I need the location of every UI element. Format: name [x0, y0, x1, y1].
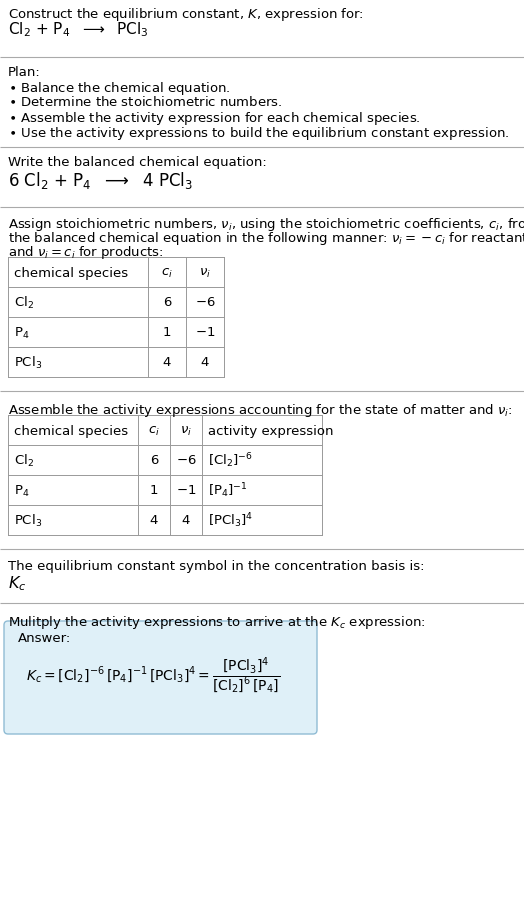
Text: Assign stoichiometric numbers, $\nu_i$, using the stoichiometric coefficients, $: Assign stoichiometric numbers, $\nu_i$, … [8, 216, 524, 233]
Text: $\mathrm{PCl_3}$: $\mathrm{PCl_3}$ [14, 512, 42, 529]
Text: $\mathrm{P_4}$: $\mathrm{P_4}$ [14, 483, 29, 498]
Text: $\bullet$ Use the activity expressions to build the equilibrium constant express: $\bullet$ Use the activity expressions t… [8, 124, 509, 142]
Text: $\bullet$ Determine the stoichiometric numbers.: $\bullet$ Determine the stoichiometric n… [8, 95, 282, 109]
Text: $-6$: $-6$ [195, 296, 215, 309]
Text: $-6$: $-6$ [176, 454, 196, 467]
Text: $c_i$: $c_i$ [161, 266, 173, 280]
Text: chemical species: chemical species [14, 424, 128, 437]
Text: the balanced chemical equation in the following manner: $\nu_i = -c_i$ for react: the balanced chemical equation in the fo… [8, 230, 524, 247]
Text: $[\mathrm{P_4}]^{-1}$: $[\mathrm{P_4}]^{-1}$ [208, 481, 248, 500]
Text: $\mathrm{P_4}$: $\mathrm{P_4}$ [14, 325, 29, 340]
Text: $c_i$: $c_i$ [148, 424, 160, 437]
Text: Assemble the activity expressions accounting for the state of matter and $\nu_i$: Assemble the activity expressions accoun… [8, 401, 512, 419]
Text: chemical species: chemical species [14, 266, 128, 280]
Text: Mulitply the activity expressions to arrive at the $K_c$ expression:: Mulitply the activity expressions to arr… [8, 613, 426, 630]
Text: $\bullet$ Assemble the activity expression for each chemical species.: $\bullet$ Assemble the activity expressi… [8, 110, 421, 127]
FancyBboxPatch shape [4, 621, 317, 734]
Text: 4: 4 [201, 356, 209, 369]
Text: $\mathrm{Cl_2}$: $\mathrm{Cl_2}$ [14, 453, 34, 468]
Text: The equilibrium constant symbol in the concentration basis is:: The equilibrium constant symbol in the c… [8, 559, 424, 573]
Text: 4: 4 [163, 356, 171, 369]
Text: $-1$: $-1$ [195, 327, 215, 339]
Text: $K_c$: $K_c$ [8, 574, 26, 592]
Text: $\mathrm{Cl_2}$ + $\mathrm{P_4}$  $\longrightarrow$  $\mathrm{PCl_3}$: $\mathrm{Cl_2}$ + $\mathrm{P_4}$ $\longr… [8, 20, 149, 39]
Text: $\bullet$ Balance the chemical equation.: $\bullet$ Balance the chemical equation. [8, 80, 231, 97]
Text: Plan:: Plan: [8, 66, 41, 78]
Text: Answer:: Answer: [18, 631, 71, 644]
Text: $\mathrm{Cl_2}$: $\mathrm{Cl_2}$ [14, 295, 34, 310]
Text: 4: 4 [150, 514, 158, 527]
Text: 6: 6 [163, 296, 171, 309]
Text: Write the balanced chemical equation:: Write the balanced chemical equation: [8, 156, 267, 169]
Text: $\mathrm{PCl_3}$: $\mathrm{PCl_3}$ [14, 354, 42, 371]
Text: 6 $\mathrm{Cl_2}$ + $\mathrm{P_4}$  $\longrightarrow$  4 $\mathrm{PCl_3}$: 6 $\mathrm{Cl_2}$ + $\mathrm{P_4}$ $\lon… [8, 170, 193, 191]
Text: $K_c = [\mathrm{Cl_2}]^{-6}\,[\mathrm{P_4}]^{-1}\,[\mathrm{PCl_3}]^{4} = \dfrac{: $K_c = [\mathrm{Cl_2}]^{-6}\,[\mathrm{P_… [26, 655, 280, 695]
Text: 6: 6 [150, 454, 158, 467]
Text: $-1$: $-1$ [176, 484, 196, 497]
Text: activity expression: activity expression [208, 424, 333, 437]
Text: $\nu_i$: $\nu_i$ [199, 266, 211, 280]
Text: $\nu_i$: $\nu_i$ [180, 424, 192, 437]
Text: Construct the equilibrium constant, $K$, expression for:: Construct the equilibrium constant, $K$,… [8, 6, 364, 23]
Text: 1: 1 [150, 484, 158, 497]
Text: 1: 1 [163, 327, 171, 339]
Text: and $\nu_i = c_i$ for products:: and $\nu_i = c_i$ for products: [8, 244, 163, 261]
Text: $[\mathrm{PCl_3}]^{4}$: $[\mathrm{PCl_3}]^{4}$ [208, 511, 253, 529]
Text: $[\mathrm{Cl_2}]^{-6}$: $[\mathrm{Cl_2}]^{-6}$ [208, 451, 253, 470]
Text: 4: 4 [182, 514, 190, 527]
